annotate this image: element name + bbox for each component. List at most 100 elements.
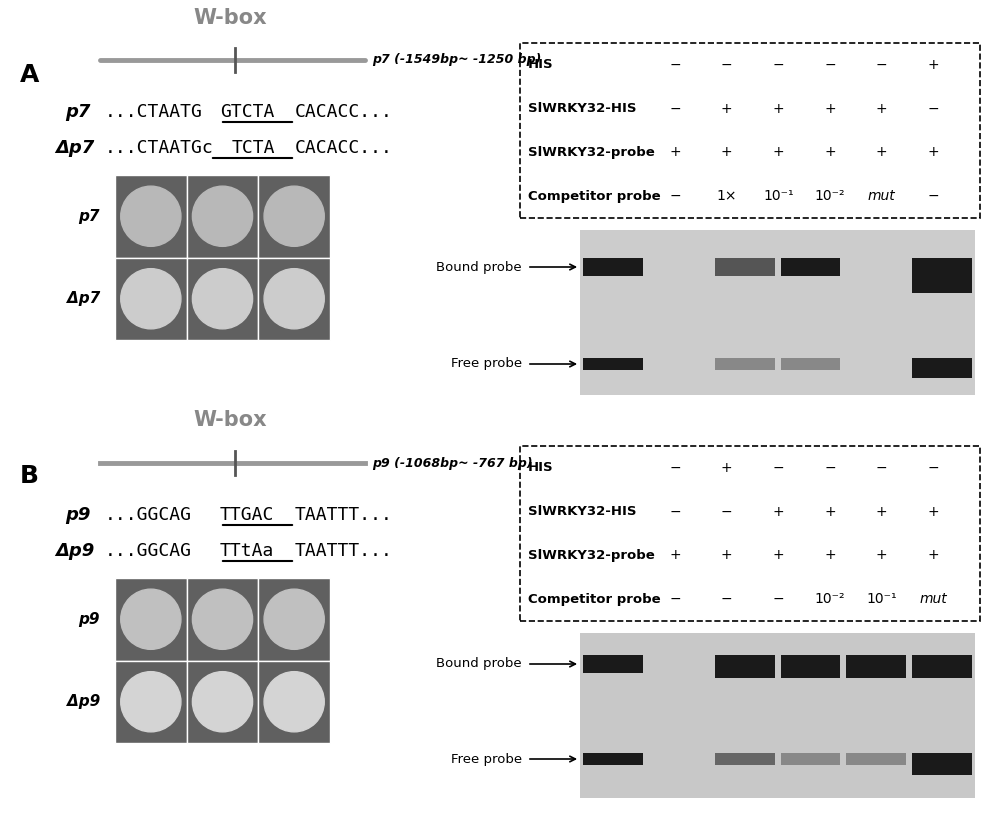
Circle shape	[121, 672, 181, 732]
Text: −: −	[721, 58, 732, 72]
Text: HIS: HIS	[528, 461, 554, 474]
Text: +: +	[876, 102, 887, 116]
Text: −: −	[669, 58, 681, 72]
Text: +: +	[773, 548, 784, 562]
Bar	[715, 655, 775, 678]
Text: 10⁻²: 10⁻²	[815, 592, 845, 606]
Bar	[258, 175, 330, 258]
Text: −: −	[928, 461, 939, 475]
Text: TAATTT...: TAATTT...	[295, 506, 393, 524]
Bar	[583, 753, 643, 765]
Text: +: +	[928, 145, 939, 159]
Text: p9 (-1068bp~ -767 bp): p9 (-1068bp~ -767 bp)	[372, 456, 533, 469]
Text: −: −	[876, 461, 887, 475]
Text: TTtAa: TTtAa	[220, 542, 274, 560]
Text: ...GGCAG: ...GGCAG	[105, 542, 192, 560]
Text: −: −	[669, 592, 681, 606]
Text: 10⁻¹: 10⁻¹	[866, 592, 897, 606]
Text: −: −	[773, 58, 784, 72]
Circle shape	[192, 186, 253, 246]
Text: −: −	[721, 504, 732, 519]
Text: +: +	[721, 102, 732, 116]
Text: +: +	[669, 548, 681, 562]
Text: p7: p7	[78, 209, 100, 224]
Bar	[187, 578, 258, 660]
Text: 10⁻²: 10⁻²	[815, 189, 845, 203]
Text: TAATTT...: TAATTT...	[295, 542, 393, 560]
Bar	[912, 655, 972, 678]
Circle shape	[264, 672, 324, 732]
Bar	[715, 258, 775, 276]
Circle shape	[192, 268, 253, 329]
Text: p9: p9	[65, 506, 90, 524]
Text: 10⁻¹: 10⁻¹	[763, 189, 794, 203]
Circle shape	[264, 268, 324, 329]
Text: −: −	[669, 189, 681, 203]
Circle shape	[192, 589, 253, 650]
Text: A: A	[20, 63, 39, 87]
Text: CACACC...: CACACC...	[295, 139, 393, 157]
Text: ...CTAATGc: ...CTAATGc	[105, 139, 214, 157]
Text: −: −	[773, 592, 784, 606]
Text: −: −	[928, 189, 939, 203]
Text: Competitor probe: Competitor probe	[528, 189, 661, 202]
Circle shape	[264, 186, 324, 246]
Bar	[583, 655, 643, 673]
Text: −: −	[721, 592, 732, 606]
Text: +: +	[928, 58, 939, 72]
Text: +: +	[928, 504, 939, 519]
Text: W-box: W-box	[193, 8, 267, 28]
Text: ...CTAATG: ...CTAATG	[105, 103, 203, 121]
Text: −: −	[824, 461, 836, 475]
Text: CACACC...: CACACC...	[295, 103, 393, 121]
Text: Δp9: Δp9	[55, 542, 94, 560]
Text: +: +	[876, 504, 887, 519]
Text: +: +	[721, 548, 732, 562]
Text: p7: p7	[65, 103, 90, 121]
Bar	[115, 258, 187, 340]
Text: Δp7: Δp7	[55, 139, 94, 157]
Text: +: +	[773, 145, 784, 159]
Bar	[258, 258, 330, 340]
Text: +: +	[773, 102, 784, 116]
Bar	[846, 655, 906, 678]
Bar	[715, 753, 775, 765]
Bar	[258, 578, 330, 660]
Bar	[580, 230, 975, 395]
Text: +: +	[721, 461, 732, 475]
Bar	[580, 633, 975, 798]
Text: Free probe: Free probe	[451, 752, 522, 765]
Bar	[912, 358, 972, 378]
Text: TCTA: TCTA	[232, 139, 276, 157]
Text: Δp9: Δp9	[67, 694, 100, 709]
Text: Bound probe: Bound probe	[436, 658, 522, 671]
Text: 1×: 1×	[716, 189, 737, 203]
Text: −: −	[669, 102, 681, 116]
Text: +: +	[824, 504, 836, 519]
Bar	[187, 660, 258, 743]
Text: +: +	[824, 145, 836, 159]
Bar	[115, 660, 187, 743]
Circle shape	[121, 268, 181, 329]
Text: Competitor probe: Competitor probe	[528, 592, 661, 605]
Bar	[583, 358, 643, 370]
Text: +: +	[824, 102, 836, 116]
Bar	[780, 258, 840, 276]
Text: W-box: W-box	[193, 410, 267, 430]
Text: SlWRKY32-probe: SlWRKY32-probe	[528, 146, 655, 159]
Bar	[520, 446, 980, 621]
Circle shape	[121, 589, 181, 650]
Text: +: +	[669, 145, 681, 159]
Bar	[780, 358, 840, 370]
Text: −: −	[669, 504, 681, 519]
Bar	[187, 258, 258, 340]
Bar	[912, 258, 972, 293]
Text: GTCTA: GTCTA	[220, 103, 274, 121]
Bar	[715, 358, 775, 370]
Text: Bound probe: Bound probe	[436, 260, 522, 273]
Text: mut: mut	[868, 189, 896, 203]
Bar	[912, 753, 972, 775]
Text: SlWRKY32-HIS: SlWRKY32-HIS	[528, 102, 637, 115]
Circle shape	[192, 672, 253, 732]
Text: B: B	[20, 464, 39, 488]
